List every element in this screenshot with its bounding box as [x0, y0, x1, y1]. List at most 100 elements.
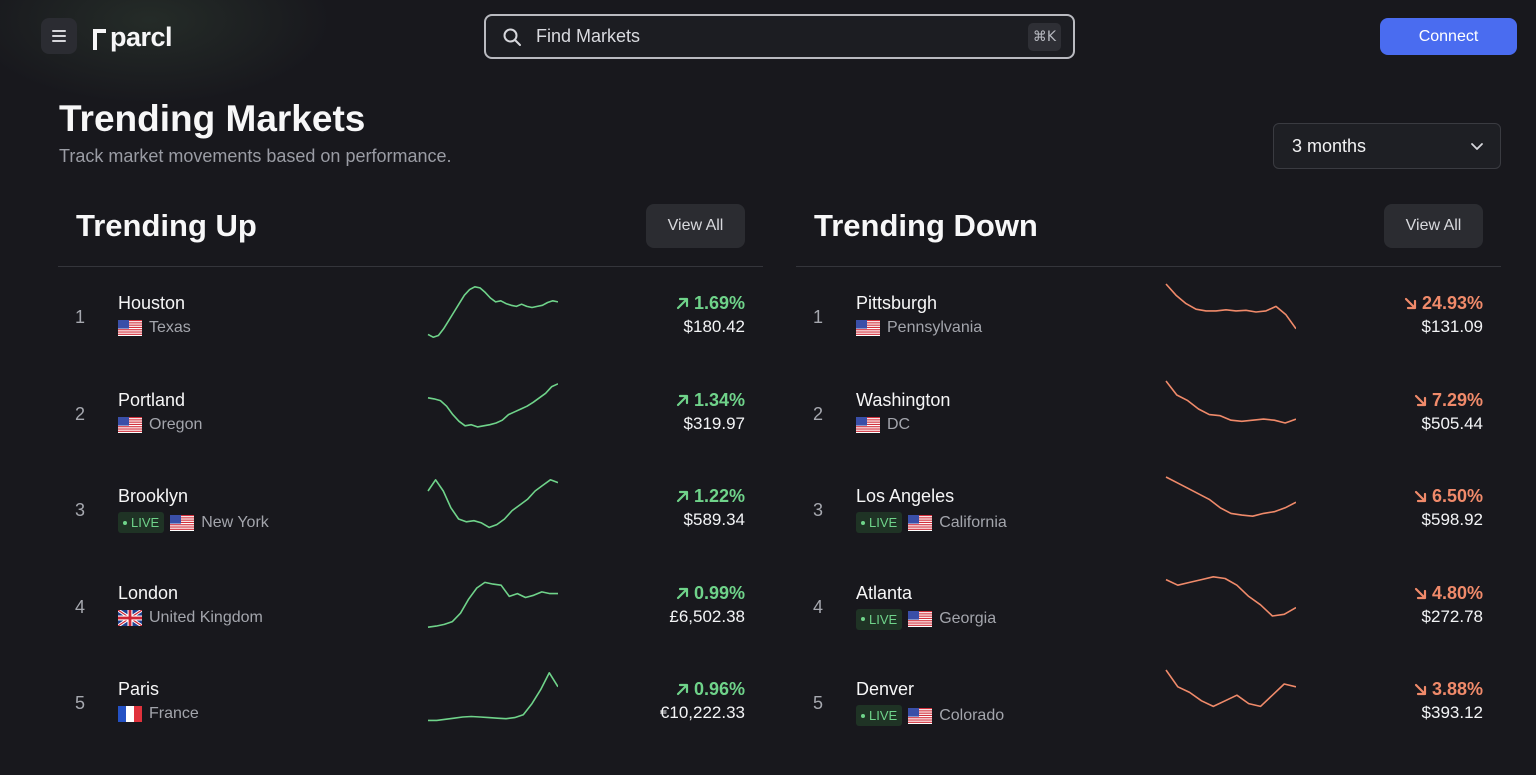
trend-arrow-icon [676, 297, 689, 310]
market-row[interactable]: 5 Denver LIVE Colorado 3.88% $393.12 [796, 653, 1501, 750]
live-dot-icon [861, 617, 865, 621]
trend-arrow-icon [676, 394, 689, 406]
flag-icon [856, 416, 880, 433]
view-all-up-button[interactable]: View All [646, 204, 745, 248]
market-rank: 2 [813, 403, 824, 424]
market-row[interactable]: 4 Atlanta LIVE Georgia 4.80% $272.78 [796, 557, 1501, 654]
sparkline-path [427, 286, 558, 338]
search-bar[interactable]: ⌘K [484, 14, 1075, 59]
change-value: 24.93% [1421, 293, 1483, 313]
connect-button[interactable]: Connect [1380, 18, 1517, 55]
change-value: 7.29% [1431, 389, 1483, 410]
trend-arrow-icon [1404, 297, 1417, 310]
market-rank: 4 [75, 596, 86, 617]
trend-arrow-icon [676, 587, 689, 599]
sparkline [1165, 476, 1296, 517]
logo[interactable]: parcl [93, 22, 173, 53]
sparkline [1165, 575, 1296, 617]
market-price: $505.44 [1421, 413, 1483, 433]
trending-down-title: Trending Down [814, 208, 1038, 243]
market-city: Portland [118, 389, 186, 410]
market-row[interactable]: 5 Paris France 0.96% €10,222.33 [58, 653, 763, 750]
market-meta: Pennsylvania [856, 319, 982, 337]
sparkline-path [428, 672, 558, 722]
market-city: Pittsburgh [856, 293, 938, 313]
market-meta: France [118, 705, 199, 723]
market-rank: 4 [813, 596, 824, 617]
view-all-down-button[interactable]: View All [1384, 204, 1483, 248]
market-rank: 2 [75, 403, 86, 424]
page-title: Trending Markets [59, 98, 366, 139]
menu-button[interactable] [41, 18, 77, 54]
market-change: 1.69% [676, 293, 745, 314]
market-rank: 1 [813, 307, 824, 327]
market-price: $131.09 [1421, 317, 1483, 336]
sparkline [1165, 669, 1296, 708]
search-input[interactable] [536, 26, 1028, 47]
change-value: 3.88% [1431, 679, 1483, 699]
trending-up-title: Trending Up [76, 208, 257, 243]
live-label: LIVE [869, 708, 898, 723]
flag-icon [856, 320, 880, 336]
market-row[interactable]: 3 Los Angeles LIVE California 6.50% $598… [796, 460, 1501, 557]
change-value: 6.50% [1431, 486, 1483, 506]
market-region: Texas [149, 319, 191, 336]
market-meta: Oregon [118, 416, 202, 434]
market-row[interactable]: 2 Washington DC 7.29% $505.44 [796, 364, 1501, 461]
market-row[interactable]: 1 Pittsburgh Pennsylvania 24.93% $131.09 [796, 267, 1501, 364]
sparkline-path [1165, 669, 1296, 708]
market-region: Georgia [939, 610, 997, 627]
market-change: 6.50% [1414, 486, 1483, 507]
flag-icon [908, 707, 933, 724]
market-region: Oregon [149, 415, 203, 433]
market-rank: 1 [75, 307, 86, 327]
market-city: Atlanta [856, 582, 913, 603]
market-rank: 5 [75, 693, 86, 713]
market-change: 3.88% [1414, 679, 1483, 700]
market-meta: LIVE New York [118, 512, 269, 533]
trending-up-panel: Trending Up View All 1 Houston Texas 1.6… [58, 200, 763, 750]
market-row[interactable]: 1 Houston Texas 1.69% $180.42 [58, 267, 763, 364]
market-change: 7.29% [1414, 390, 1483, 411]
market-meta: United Kingdom [118, 609, 263, 627]
panel-header: Trending Down View All [796, 200, 1501, 267]
flag-icon [118, 706, 142, 722]
flag-icon [118, 320, 142, 336]
live-label: LIVE [131, 515, 160, 530]
market-price: $393.12 [1421, 703, 1483, 722]
market-region: Colorado [939, 706, 1005, 724]
market-meta: LIVE Colorado [856, 705, 1004, 726]
search-icon [503, 28, 521, 46]
sparkline-path [1165, 283, 1296, 330]
market-region: Pennsylvania [887, 319, 983, 336]
live-dot-icon [861, 520, 865, 525]
period-select[interactable]: 3 months [1273, 123, 1501, 169]
market-row[interactable]: 4 London United Kingdom 0.99% £6,502.38 [58, 557, 763, 654]
sparkline-path [427, 479, 558, 529]
panel-header: Trending Up View All [58, 200, 763, 267]
live-badge: LIVE [856, 705, 903, 726]
market-row[interactable]: 2 Portland Oregon 1.34% $319.97 [58, 364, 763, 461]
market-change: 1.22% [676, 486, 745, 507]
market-change: 0.99% [676, 583, 745, 604]
change-value: 0.96% [693, 679, 745, 699]
market-change: 4.80% [1414, 583, 1483, 604]
market-rank: 3 [813, 500, 824, 520]
live-badge: LIVE [856, 608, 903, 630]
market-region: California [939, 513, 1007, 531]
flag-icon [908, 514, 933, 531]
change-value: 1.34% [693, 389, 745, 410]
flag-icon [118, 416, 142, 433]
flag-icon [170, 514, 195, 531]
sparkline-path [1165, 575, 1296, 617]
market-price: $180.42 [683, 317, 745, 336]
trending-down-panel: Trending Down View All 1 Pittsburgh Penn… [796, 200, 1501, 750]
trend-arrow-icon [676, 683, 689, 696]
trend-arrow-icon [1414, 683, 1427, 696]
market-rank: 5 [813, 693, 824, 713]
market-meta: LIVE California [856, 512, 1007, 533]
market-row[interactable]: 3 Brooklyn LIVE New York 1.22% $589.34 [58, 460, 763, 557]
shortcut-hint: ⌘K [1027, 22, 1061, 51]
sparkline [427, 479, 558, 529]
change-value: 1.22% [693, 486, 745, 506]
